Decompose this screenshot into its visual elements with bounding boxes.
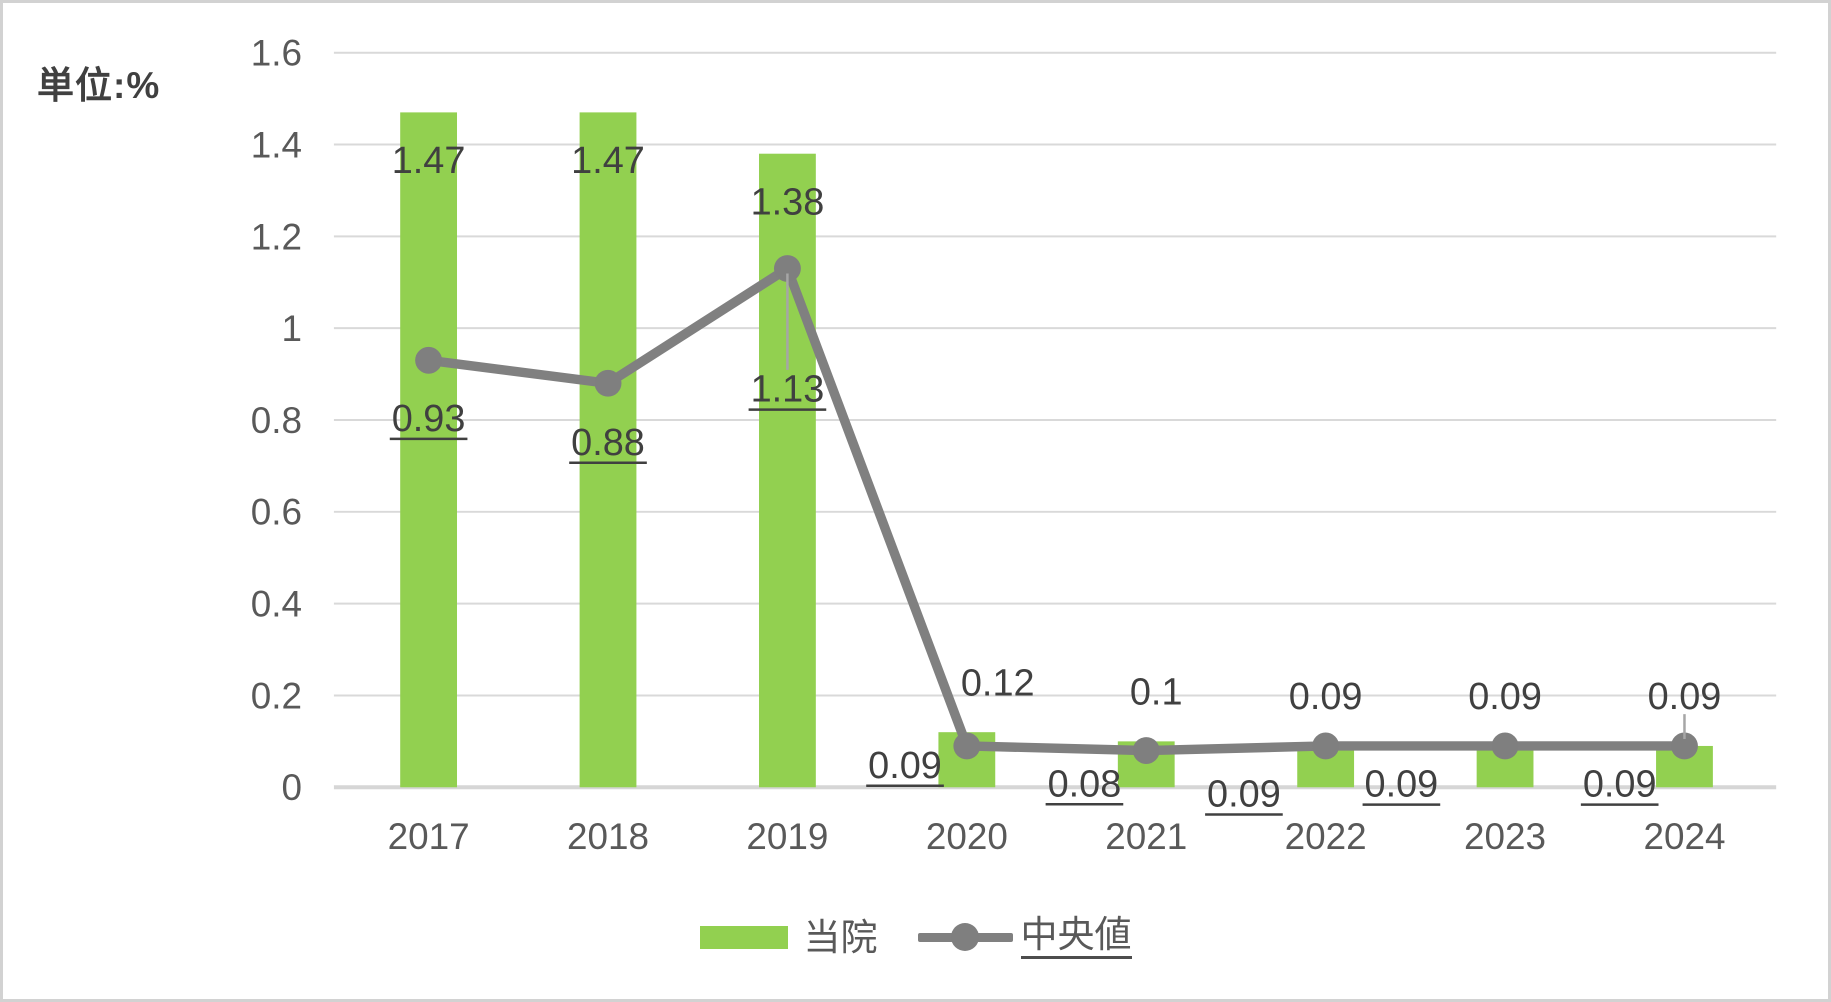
y-tick-label: 1 <box>282 308 303 349</box>
bar-value-label: 0.1 <box>1130 672 1183 714</box>
unit-label: 単位:% <box>37 65 161 106</box>
median-value-label: 0.09 <box>1365 764 1439 806</box>
bar-value-label: 1.47 <box>571 140 645 182</box>
median-marker <box>415 346 443 374</box>
y-tick-label: 1.2 <box>251 216 302 257</box>
x-axis-label: 2022 <box>1285 816 1367 857</box>
y-tick-label: 1.4 <box>251 124 302 165</box>
bar-value-label: 0.09 <box>1648 676 1722 718</box>
median-value-label: 0.09 <box>1583 764 1657 806</box>
median-value-label: 0.08 <box>1048 763 1122 805</box>
median-value-label: 0.09 <box>868 745 942 787</box>
median-line <box>423 263 1690 756</box>
legend-label-line-series: 中央値 <box>1020 916 1132 959</box>
bar-value-label: 0.09 <box>1468 676 1542 718</box>
bar <box>400 112 458 788</box>
median-value-label: 0.93 <box>392 398 466 440</box>
median-marker <box>773 255 801 282</box>
legend: 当院 中央値 <box>3 906 1828 968</box>
y-tick-label: 0.4 <box>251 584 302 625</box>
bar-value-label: 0.09 <box>1289 676 1363 718</box>
y-tick-label: 1.6 <box>251 33 302 74</box>
bar-value-label: 0.12 <box>961 662 1035 704</box>
plot-area: 0 0.2 0.4 0.6 0.8 1 1.2 1.4 1.6 2017 2018 2019 2020 2… <box>251 33 1777 857</box>
bar <box>579 112 637 788</box>
legend-label-bar-series: 当院 <box>803 916 878 958</box>
x-axis-label: 2020 <box>926 816 1008 857</box>
y-tick-label: 0 <box>282 767 303 808</box>
bar <box>759 153 816 788</box>
median-marker <box>1491 732 1519 760</box>
median-marker <box>594 369 622 397</box>
x-axis-label: 2017 <box>388 816 470 857</box>
x-axis-label: 2018 <box>567 816 649 857</box>
line-series-marker-icon <box>917 923 1013 951</box>
bar-value-label: 1.38 <box>751 181 825 223</box>
legend-item-bar-series: 当院 <box>699 916 878 958</box>
median-value-label: 1.13 <box>751 369 825 411</box>
x-axis-label: 2019 <box>746 816 828 857</box>
line-series-dot-icon <box>951 923 979 951</box>
bar-value-label: 1.47 <box>392 140 466 182</box>
y-tick-label: 0.8 <box>251 400 302 441</box>
x-axis-label: 2023 <box>1464 816 1546 857</box>
legend-item-line-series: 中央値 <box>917 916 1132 959</box>
bar-series-swatch-icon <box>699 925 788 949</box>
x-axis-label: 2021 <box>1105 816 1187 857</box>
median-marker <box>1671 732 1698 760</box>
median-marker <box>953 732 981 760</box>
median-marker <box>1132 737 1160 764</box>
y-tick-label: 0.6 <box>251 492 302 533</box>
y-tick-label: 0.2 <box>251 675 302 716</box>
median-value-label: 0.09 <box>1207 774 1281 816</box>
x-axis-label: 2024 <box>1643 816 1725 857</box>
median-value-label: 0.88 <box>571 422 645 464</box>
median-marker <box>1312 732 1340 760</box>
